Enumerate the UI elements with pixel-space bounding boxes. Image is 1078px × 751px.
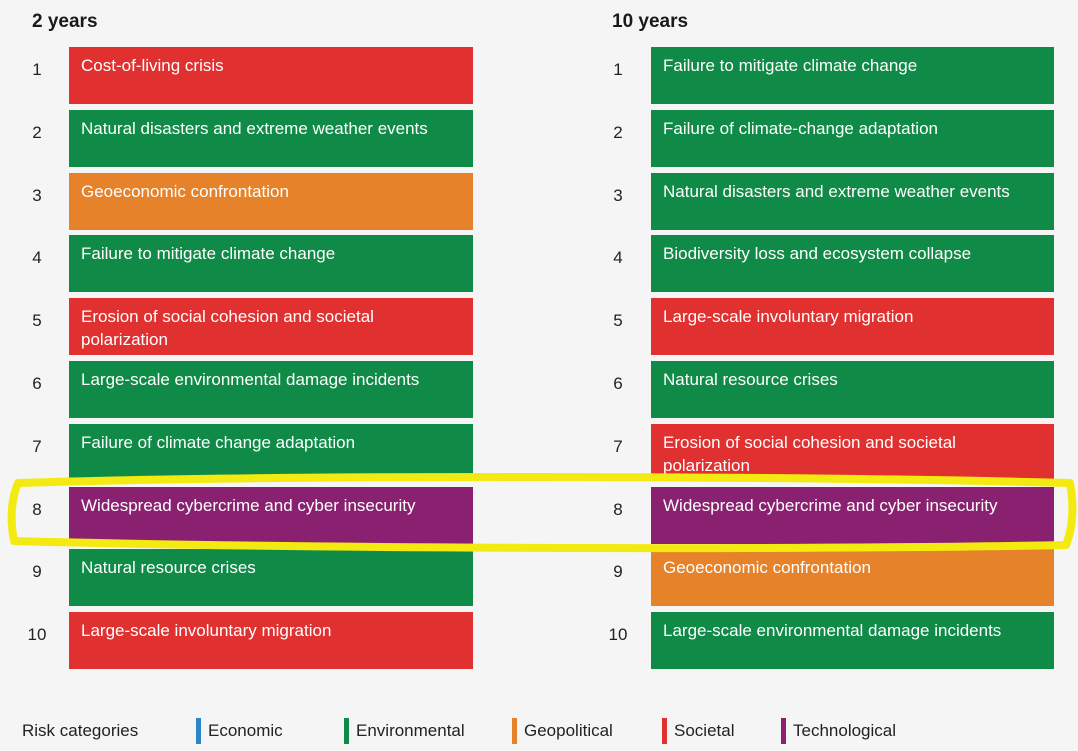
rank-number: 6 bbox=[32, 374, 42, 393]
risk-label: Widespread cybercrime and cyber insecuri… bbox=[663, 496, 998, 515]
rank-number: 7 bbox=[32, 437, 42, 456]
risk-label: Geoeconomic confrontation bbox=[81, 182, 289, 201]
legend-label: Environmental bbox=[356, 721, 465, 740]
risk-label: Widespread cybercrime and cyber insecuri… bbox=[81, 496, 416, 515]
column-title: 2 years bbox=[32, 11, 98, 32]
risk-bar: Failure of climate-change adaptation bbox=[651, 110, 1054, 167]
risk-bar: Failure of climate change adaptation bbox=[69, 424, 473, 481]
risk-bar: Failure to mitigate climate change bbox=[69, 235, 473, 292]
risk-bar: Large-scale involuntary migration bbox=[69, 612, 473, 669]
risk-bar: Large-scale involuntary migration bbox=[651, 298, 1054, 355]
legend-title: Risk categories bbox=[22, 721, 139, 740]
rank-number: 10 bbox=[608, 625, 628, 644]
risk-bar: Geoeconomic confrontation bbox=[69, 173, 473, 230]
legend-swatch bbox=[344, 718, 349, 744]
risk-label: Biodiversity loss and ecosystem collapse bbox=[663, 244, 972, 263]
rank-number: 8 bbox=[613, 500, 623, 519]
risk-label: Erosion of social cohesion and societal … bbox=[663, 433, 956, 475]
risk-bar: Natural disasters and extreme weather ev… bbox=[69, 110, 473, 167]
rank-number: 10 bbox=[27, 625, 47, 644]
risk-label: Erosion of social cohesion and societal … bbox=[81, 307, 374, 349]
risk-label: Large-scale involuntary migration bbox=[663, 307, 914, 326]
risk-label: Large-scale environmental damage inciden… bbox=[663, 621, 1002, 640]
risk-bar: Widespread cybercrime and cyber insecuri… bbox=[69, 487, 473, 544]
rank-number: 6 bbox=[613, 374, 623, 393]
risk-label: Failure to mitigate climate change bbox=[81, 244, 336, 263]
rank-number: 4 bbox=[613, 248, 623, 267]
risk-label: Failure of climate change adaptation bbox=[81, 433, 356, 452]
risk-label: Large-scale environmental damage inciden… bbox=[81, 370, 420, 389]
risk-bar: Erosion of social cohesion and societal … bbox=[69, 298, 473, 355]
legend-swatch bbox=[196, 718, 201, 744]
legend-swatch bbox=[662, 718, 667, 744]
risk-label: Large-scale involuntary migration bbox=[81, 621, 332, 640]
risk-label: Geoeconomic confrontation bbox=[663, 558, 871, 577]
risk-bar: Natural resource crises bbox=[69, 549, 473, 606]
rank-number: 4 bbox=[32, 248, 42, 267]
legend-label: Geopolitical bbox=[524, 721, 613, 740]
risk-bar: Biodiversity loss and ecosystem collapse bbox=[651, 235, 1054, 292]
legend-swatch bbox=[781, 718, 786, 744]
risk-label: Natural disasters and extreme weather ev… bbox=[663, 182, 1010, 201]
rank-number: 9 bbox=[32, 562, 42, 581]
risk-bar: Failure to mitigate climate change bbox=[651, 47, 1054, 104]
rank-number: 3 bbox=[32, 186, 42, 205]
legend-label: Societal bbox=[674, 721, 735, 740]
risk-label: Natural resource crises bbox=[81, 558, 256, 577]
rank-number: 1 bbox=[613, 60, 623, 79]
risk-label: Natural disasters and extreme weather ev… bbox=[81, 119, 428, 138]
risk-bar: Large-scale environmental damage inciden… bbox=[69, 361, 473, 418]
legend-label: Technological bbox=[793, 721, 897, 740]
risk-label: Cost-of-living crisis bbox=[81, 56, 224, 75]
risk-bar: Large-scale environmental damage inciden… bbox=[651, 612, 1054, 669]
risk-bar: Natural resource crises bbox=[651, 361, 1054, 418]
rank-number: 1 bbox=[32, 60, 42, 79]
risk-bar: Widespread cybercrime and cyber insecuri… bbox=[651, 487, 1054, 544]
legend: Risk categories Economic Environmental Geo… bbox=[0, 718, 1078, 744]
risk-bar: Cost-of-living crisis bbox=[69, 47, 473, 104]
risk-label: Failure of climate-change adaptation bbox=[663, 119, 938, 138]
legend-swatch bbox=[512, 718, 517, 744]
rank-number: 7 bbox=[613, 437, 623, 456]
rank-number: 8 bbox=[32, 500, 42, 519]
column-title: 10 years bbox=[612, 11, 689, 32]
rank-number: 2 bbox=[613, 123, 623, 142]
risk-label: Failure to mitigate climate change bbox=[663, 56, 918, 75]
risk-bar: Erosion of social cohesion and societal … bbox=[651, 424, 1054, 481]
rank-number: 2 bbox=[32, 123, 42, 142]
risk-bar: Geoeconomic confrontation bbox=[651, 549, 1054, 606]
rank-number: 9 bbox=[613, 562, 623, 581]
rank-number: 5 bbox=[32, 311, 42, 330]
legend-label: Economic bbox=[208, 721, 283, 740]
rank-number: 3 bbox=[613, 186, 623, 205]
risk-label: Natural resource crises bbox=[663, 370, 838, 389]
rank-number: 5 bbox=[613, 311, 623, 330]
risk-bar: Natural disasters and extreme weather ev… bbox=[651, 173, 1054, 230]
